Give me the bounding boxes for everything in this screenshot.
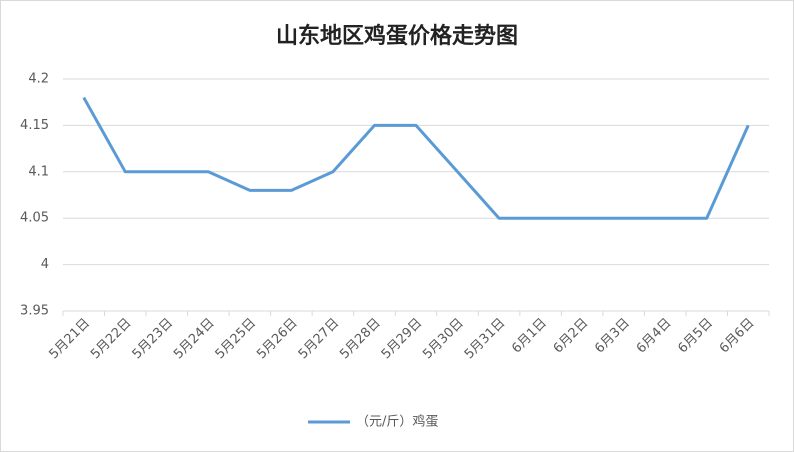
chart-title: 山东地区鸡蛋价格走势图: [276, 23, 518, 49]
legend-label: （元/斤）鸡蛋: [356, 414, 438, 430]
line-series: [82, 96, 750, 220]
y-tick-label: 3.95: [20, 304, 49, 319]
y-tick-label: 4.15: [20, 118, 49, 133]
y-tick-label: 4.2: [28, 72, 49, 87]
y-tick-label: 4.05: [20, 211, 49, 226]
y-tick-label: 4: [41, 257, 49, 272]
y-tick-label: 4.1: [28, 164, 49, 179]
